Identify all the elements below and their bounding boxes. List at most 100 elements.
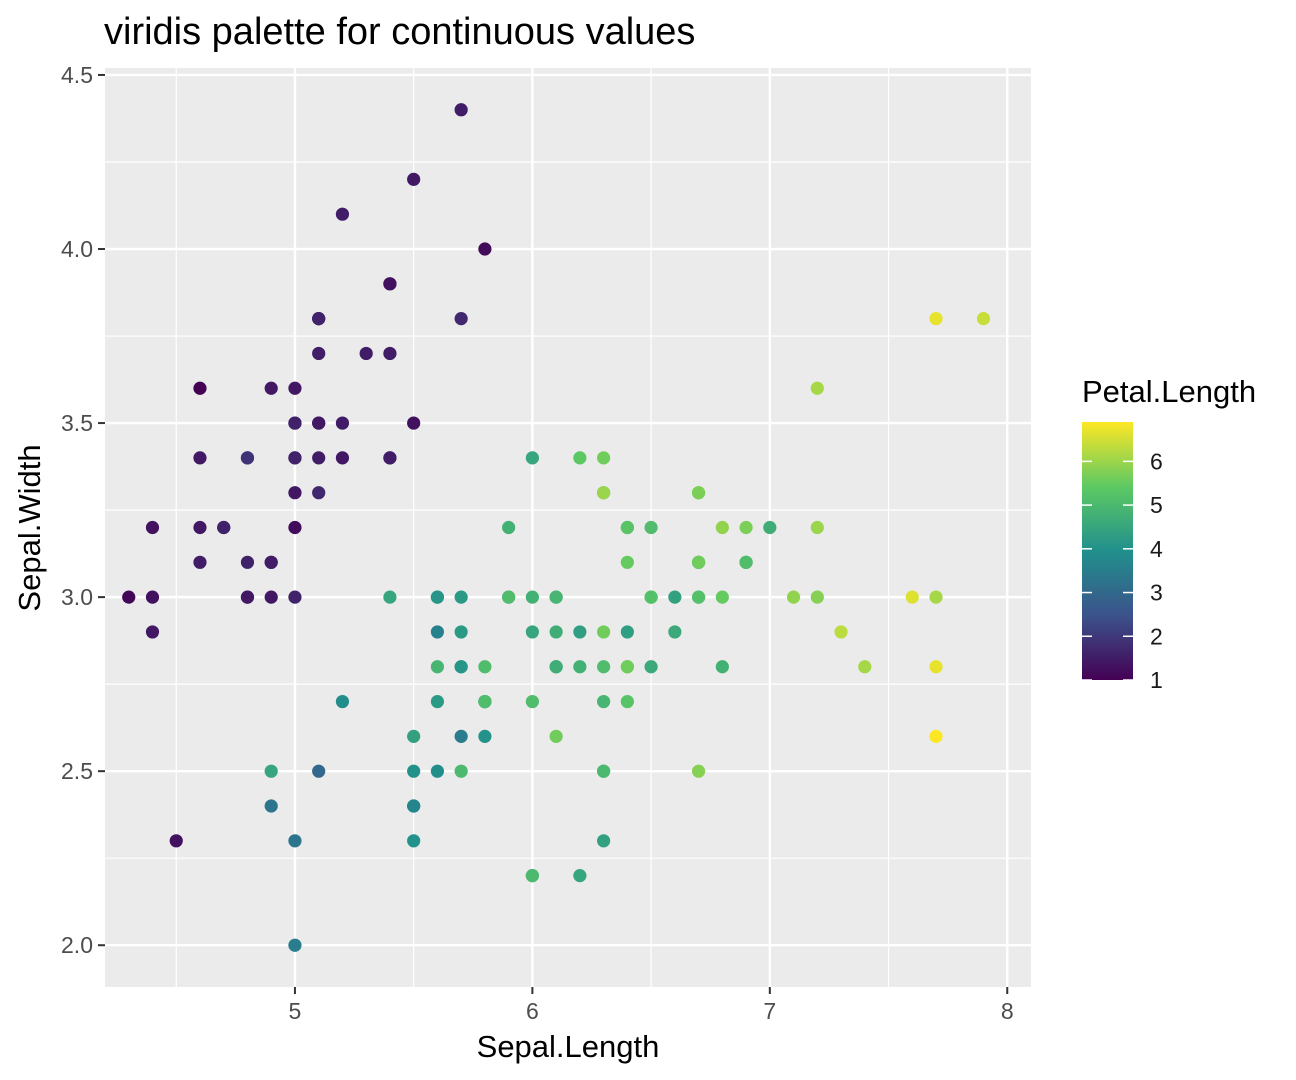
data-point: [715, 520, 729, 535]
data-points: [122, 103, 991, 952]
legend-label: 6: [1150, 448, 1163, 474]
x-axis: 5 6 7 8: [289, 987, 1014, 1024]
data-point: [691, 555, 706, 569]
data-point: [264, 799, 278, 813]
data-point: [739, 555, 753, 569]
data-point: [929, 590, 943, 604]
data-point: [288, 938, 302, 952]
data-point: [454, 764, 468, 778]
major-gridlines: [105, 68, 1031, 987]
data-point: [193, 451, 207, 465]
legend-ticks: 1 2 3 4 5 6: [1082, 448, 1163, 693]
data-point: [525, 694, 539, 709]
data-point: [525, 451, 539, 465]
data-point: [929, 312, 943, 326]
data-point: [335, 694, 350, 709]
data-point: [145, 520, 160, 535]
data-point: [597, 694, 611, 709]
data-point: [597, 764, 611, 778]
data-point: [739, 520, 753, 535]
data-point: [240, 451, 255, 465]
color-legend: Petal.Length 1 2 3 4 5 6: [1082, 374, 1256, 693]
data-point: [929, 729, 943, 743]
data-point: [407, 729, 421, 743]
data-point: [573, 625, 587, 639]
data-point: [597, 625, 611, 639]
data-point: [715, 660, 729, 674]
data-point: [288, 590, 302, 604]
data-point: [573, 660, 587, 674]
data-point: [454, 103, 468, 117]
data-point: [597, 486, 611, 500]
data-point: [240, 555, 255, 569]
data-point: [312, 764, 326, 778]
y-tick-label: 3.0: [61, 584, 93, 610]
legend-label: 2: [1150, 623, 1163, 649]
x-tick-label: 8: [1001, 998, 1014, 1024]
data-point: [454, 729, 468, 743]
data-point: [335, 207, 350, 221]
y-tick-label: 3.5: [61, 410, 93, 436]
data-point: [478, 694, 492, 709]
data-point: [264, 555, 278, 569]
data-point: [478, 660, 492, 674]
data-point: [691, 764, 706, 778]
data-point: [502, 520, 516, 535]
data-point: [620, 694, 634, 709]
data-point: [193, 555, 207, 569]
data-point: [122, 590, 136, 604]
data-point: [858, 660, 872, 674]
data-point: [454, 660, 468, 674]
data-point: [668, 625, 682, 639]
data-point: [407, 416, 421, 430]
y-axis-title: Sepal.Width: [12, 444, 47, 611]
data-point: [288, 416, 302, 430]
data-point: [549, 625, 563, 639]
data-point: [312, 346, 326, 361]
legend-label: 3: [1150, 580, 1163, 606]
data-point: [430, 764, 445, 778]
data-point: [312, 416, 326, 430]
data-point: [573, 869, 587, 883]
data-point: [597, 834, 611, 848]
data-point: [549, 660, 563, 674]
data-point: [288, 486, 302, 500]
x-tick-label: 5: [289, 998, 302, 1024]
data-point: [383, 590, 397, 604]
legend-label: 4: [1150, 536, 1163, 562]
data-point: [430, 625, 445, 639]
data-point: [193, 520, 207, 535]
x-tick-label: 7: [763, 998, 776, 1024]
data-point: [407, 764, 421, 778]
legend-label: 5: [1150, 492, 1163, 518]
data-point: [312, 312, 326, 326]
data-point: [597, 451, 611, 465]
data-point: [810, 381, 824, 395]
data-point: [430, 590, 445, 604]
data-point: [193, 381, 207, 395]
data-point: [145, 625, 160, 639]
data-point: [976, 312, 991, 326]
data-point: [644, 590, 658, 604]
data-point: [525, 869, 539, 883]
data-point: [573, 451, 587, 465]
x-tick-label: 6: [526, 998, 539, 1024]
data-point: [620, 660, 634, 674]
data-point: [620, 555, 634, 569]
data-point: [905, 590, 919, 604]
data-point: [407, 834, 421, 848]
data-point: [407, 799, 421, 813]
data-point: [454, 312, 468, 326]
y-tick-label: 4.5: [61, 62, 93, 88]
data-point: [240, 590, 255, 604]
data-point: [312, 486, 326, 500]
data-point: [644, 660, 658, 674]
data-point: [407, 172, 421, 186]
data-point: [383, 277, 397, 291]
y-axis: 2.0 2.5 3.0 3.5 4.0 4.5: [61, 62, 105, 958]
data-point: [169, 834, 183, 848]
data-point: [691, 590, 706, 604]
data-point: [620, 520, 634, 535]
data-point: [454, 590, 468, 604]
data-point: [715, 590, 729, 604]
